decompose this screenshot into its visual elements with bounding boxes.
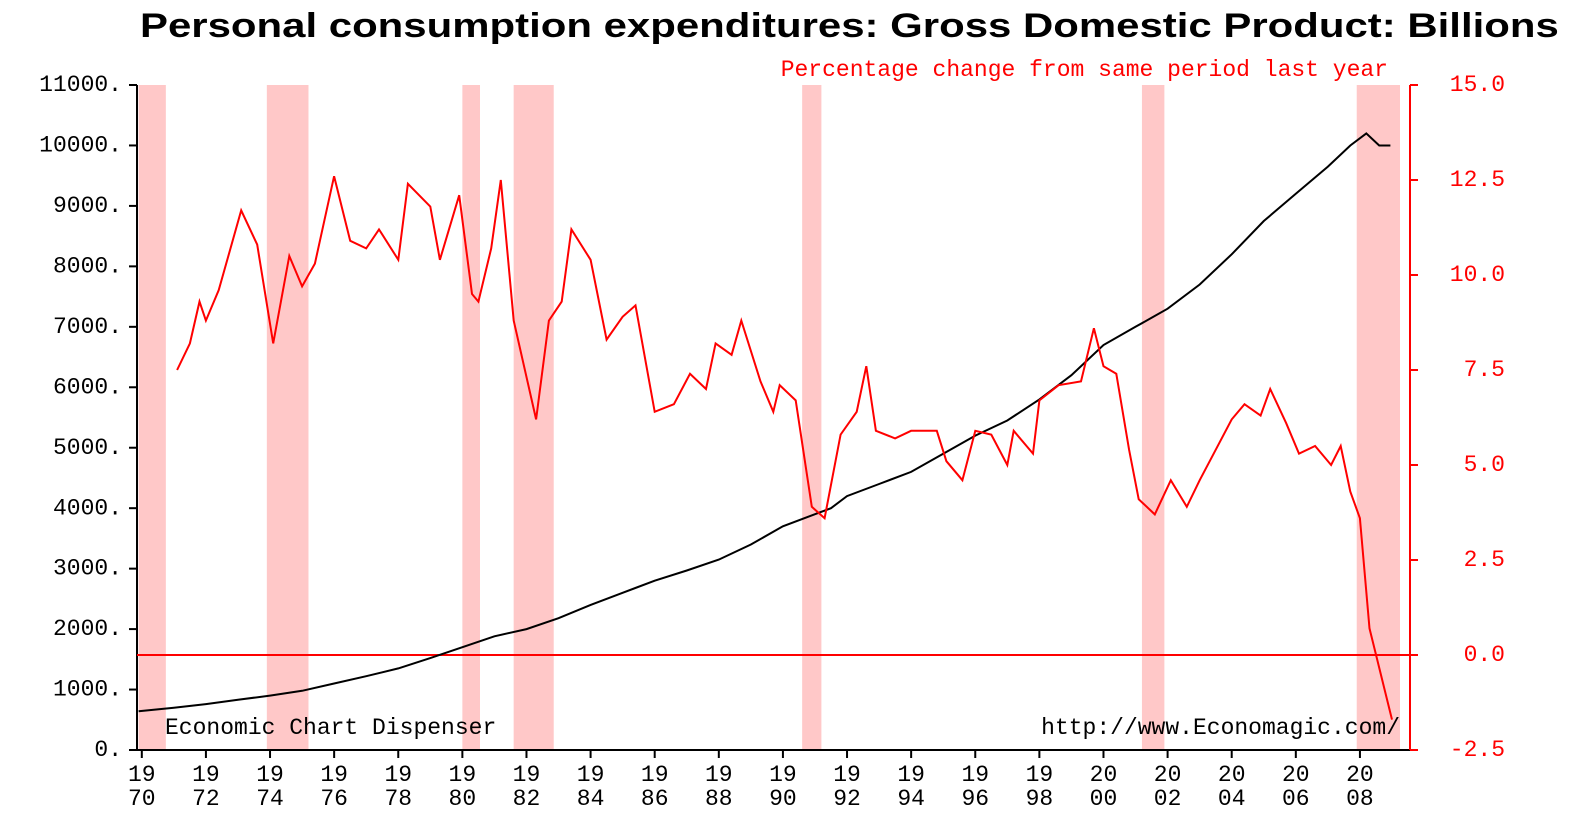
- x-tick-century: 19: [449, 762, 477, 788]
- x-tick-label: 19 98: [1026, 762, 1054, 812]
- x-tick-year: 04: [1218, 786, 1246, 812]
- y-tick-label: 4000.: [53, 495, 122, 521]
- x-tick-century: 19: [513, 762, 541, 788]
- annotation: http://www.Economagic.com/: [1041, 715, 1400, 741]
- y2-tick-label: 10.0: [1450, 262, 1505, 288]
- data-line: [176, 175, 1393, 720]
- recession-band: [266, 85, 309, 750]
- y2-tick-label: 7.5: [1464, 357, 1505, 383]
- x-tick-label: 20 06: [1282, 762, 1310, 812]
- data-line: [138, 132, 1391, 713]
- recession-band: [1141, 85, 1165, 750]
- x-tick-year: 08: [1346, 786, 1374, 812]
- x-tick-century: 19: [961, 762, 989, 788]
- x-tick-century: 19: [256, 762, 284, 788]
- x-tick-label: 19 70: [128, 762, 156, 812]
- annotation: Economic Chart Dispenser: [165, 715, 496, 741]
- x-tick-year: 92: [833, 786, 861, 812]
- x-tick-century: 20: [1346, 762, 1374, 788]
- recession-band: [1356, 85, 1400, 750]
- x-tick-year: 74: [256, 786, 284, 812]
- chart-subtitle: Percentage change from same period last …: [781, 57, 1388, 83]
- x-tick-label: 19 92: [833, 762, 861, 812]
- y-tick-label: 1000.: [53, 677, 122, 703]
- x-tick-label: 20 02: [1154, 762, 1182, 812]
- x-tick-century: 20: [1090, 762, 1118, 788]
- x-tick-year: 78: [384, 786, 412, 812]
- x-tick-century: 19: [769, 762, 797, 788]
- recession-band: [462, 85, 480, 750]
- y-tick-label: 2000.: [53, 616, 122, 642]
- x-tick-year: 72: [192, 786, 220, 812]
- x-tick-label: 19 76: [320, 762, 348, 812]
- x-tick-label: 19 94: [897, 762, 925, 812]
- x-tick-label: 19 80: [449, 762, 477, 812]
- y-tick-label: 5000.: [53, 435, 122, 461]
- x-tick-label: 19 74: [256, 762, 284, 812]
- y-tick-label: 0.: [94, 737, 122, 763]
- y2-tick-label: 2.5: [1464, 547, 1505, 573]
- x-tick-century: 19: [897, 762, 925, 788]
- x-tick-century: 19: [384, 762, 412, 788]
- x-tick-year: 90: [769, 786, 797, 812]
- x-tick-label: 19 72: [192, 762, 220, 812]
- y-tick-label: 11000.: [39, 72, 122, 98]
- x-tick-year: 00: [1090, 786, 1118, 812]
- x-tick-year: 94: [897, 786, 925, 812]
- y2-tick-label: 12.5: [1450, 167, 1505, 193]
- x-tick-label: 19 90: [769, 762, 797, 812]
- x-tick-century: 20: [1282, 762, 1310, 788]
- x-tick-year: 02: [1154, 786, 1182, 812]
- recession-band: [513, 85, 554, 750]
- x-tick-label: 20 04: [1218, 762, 1246, 812]
- x-tick-century: 19: [641, 762, 669, 788]
- x-tick-year: 82: [513, 786, 541, 812]
- x-tick-century: 19: [128, 762, 156, 788]
- recession-band: [802, 85, 822, 750]
- x-tick-label: 20 08: [1346, 762, 1374, 812]
- x-tick-year: 70: [128, 786, 156, 812]
- x-tick-year: 84: [577, 786, 605, 812]
- y-tick-label: 9000.: [53, 193, 122, 219]
- x-tick-year: 06: [1282, 786, 1310, 812]
- x-tick-century: 19: [833, 762, 861, 788]
- y-tick-label: 7000.: [53, 314, 122, 340]
- x-tick-century: 20: [1154, 762, 1182, 788]
- y2-tick-label: 0.0: [1464, 642, 1505, 668]
- y-tick-label: 10000.: [39, 133, 122, 159]
- x-tick-century: 19: [705, 762, 733, 788]
- x-tick-century: 20: [1218, 762, 1246, 788]
- x-tick-label: 19 84: [577, 762, 605, 812]
- x-tick-year: 80: [449, 786, 477, 812]
- y-tick-label: 8000.: [53, 253, 122, 279]
- x-tick-century: 19: [1026, 762, 1054, 788]
- x-tick-label: 19 88: [705, 762, 733, 812]
- x-tick-century: 19: [320, 762, 348, 788]
- x-tick-year: 96: [961, 786, 989, 812]
- x-tick-label: 19 82: [513, 762, 541, 812]
- x-tick-label: 19 96: [961, 762, 989, 812]
- x-tick-year: 76: [320, 786, 348, 812]
- y2-tick-label: -2.5: [1450, 737, 1505, 763]
- x-tick-year: 88: [705, 786, 733, 812]
- x-tick-century: 19: [577, 762, 605, 788]
- x-tick-label: 19 78: [384, 762, 412, 812]
- y2-tick-label: 15.0: [1450, 72, 1505, 98]
- recession-band: [138, 85, 166, 750]
- y-tick-label: 3000.: [53, 556, 122, 582]
- x-tick-century: 19: [192, 762, 220, 788]
- x-tick-year: 98: [1026, 786, 1054, 812]
- x-tick-year: 86: [641, 786, 669, 812]
- y-tick-label: 6000.: [53, 374, 122, 400]
- x-tick-label: 20 00: [1090, 762, 1118, 812]
- x-tick-label: 19 86: [641, 762, 669, 812]
- y2-tick-label: 5.0: [1464, 452, 1505, 478]
- chart-title: Personal consumption expenditures: Gross…: [140, 7, 1572, 45]
